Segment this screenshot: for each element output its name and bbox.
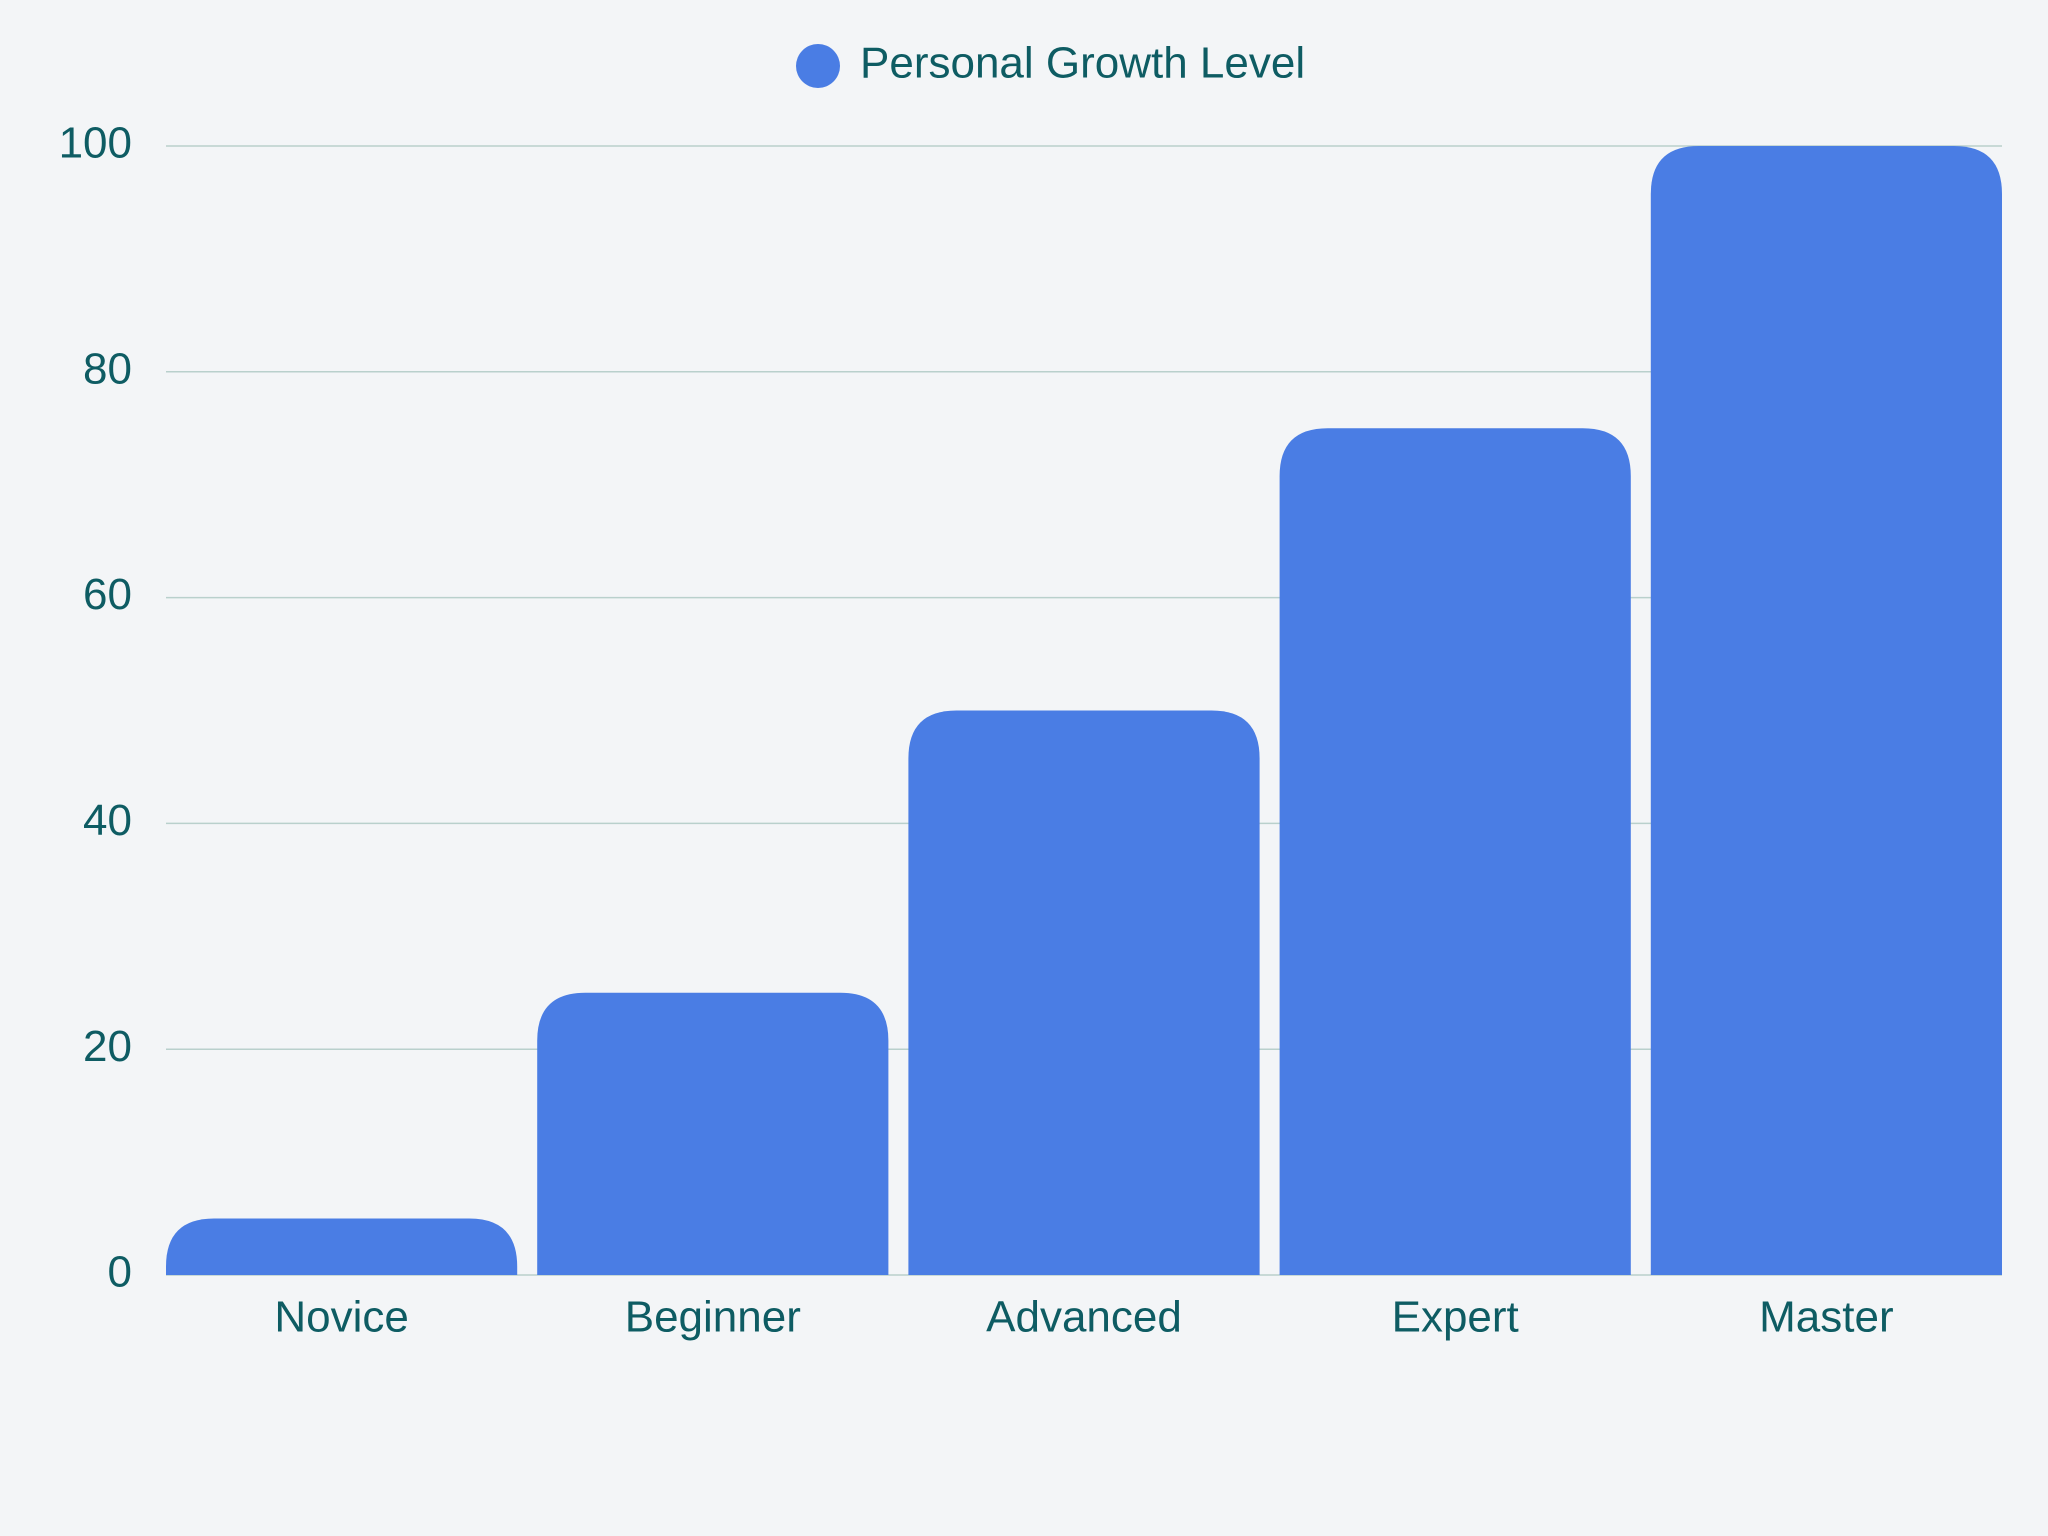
- x-tick-label: Expert: [1392, 1293, 1519, 1342]
- legend[interactable]: Personal Growth Level: [796, 39, 1305, 88]
- bars: [166, 146, 2002, 1275]
- bar-beginner[interactable]: [537, 992, 889, 1275]
- y-tick-label: 100: [59, 119, 132, 168]
- bar-advanced[interactable]: [908, 710, 1260, 1276]
- y-tick-label: 80: [83, 344, 132, 393]
- circle-icon: [796, 44, 840, 88]
- legend-label: Personal Growth Level: [860, 39, 1305, 88]
- y-tick-label: 40: [83, 796, 132, 845]
- x-axis-labels: Novice Beginner Advanced Expert Master: [274, 1293, 1893, 1342]
- x-tick-label: Master: [1759, 1293, 1893, 1342]
- bar-master[interactable]: [1650, 146, 2002, 1275]
- y-tick-label: 20: [83, 1022, 132, 1071]
- y-tick-label: 60: [83, 570, 132, 619]
- x-tick-label: Beginner: [625, 1293, 801, 1342]
- x-tick-label: Novice: [274, 1293, 409, 1342]
- bar-expert[interactable]: [1279, 428, 1631, 1275]
- x-tick-label: Advanced: [986, 1293, 1182, 1342]
- y-axis-ticks: 0 20 40 60 80 100: [59, 119, 132, 1297]
- bar-novice[interactable]: [166, 1218, 518, 1275]
- y-tick-label: 0: [108, 1248, 132, 1297]
